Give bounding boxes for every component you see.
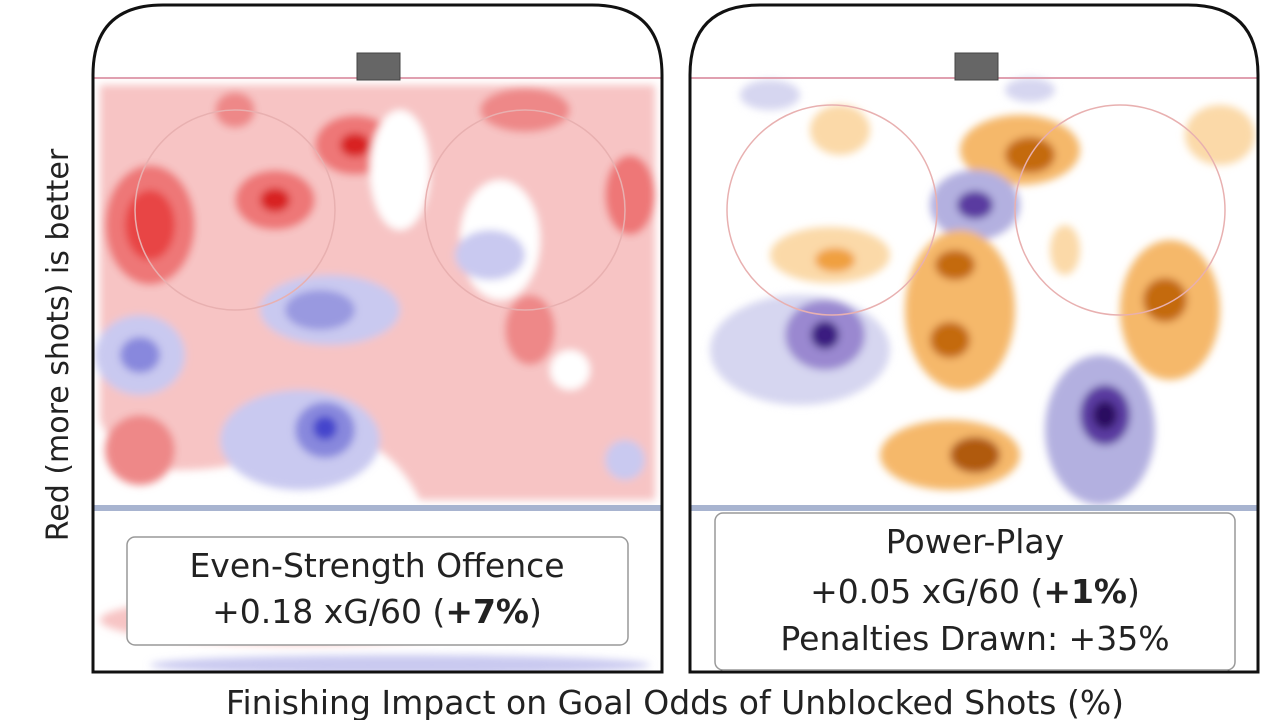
heat-blobs (710, 78, 1255, 505)
panel-title: Power-Play (886, 522, 1064, 561)
stat-bold: +1% (1043, 572, 1127, 611)
rink-left: Even-Strength Offence +0.18 xG/60 (+7%) (91, 3, 664, 674)
panel-title: Even-Strength Offence (189, 546, 564, 585)
panel-stat: +0.05 xG/60 (+1%) (810, 572, 1140, 611)
stat-text: ) (529, 592, 542, 631)
label-box (714, 512, 1236, 671)
rink-right: Power-Play +0.05 xG/60 (+1%) Penalties D… (688, 3, 1260, 674)
panel-note: Penalties Drawn: +35% (780, 619, 1169, 658)
stat-text: +0.18 xG/60 ( (212, 592, 445, 631)
x-axis-label: Finishing Impact on Goal Odds of Unblock… (226, 683, 1124, 720)
stat-bold: +7% (445, 592, 529, 631)
label-box (126, 536, 629, 646)
stat-text: +0.05 xG/60 ( (810, 572, 1043, 611)
panel-stat: +0.18 xG/60 (+7%) (212, 592, 542, 631)
stat-text: ) (1127, 572, 1140, 611)
y-axis-label: Red (more shots) is better (41, 148, 76, 541)
